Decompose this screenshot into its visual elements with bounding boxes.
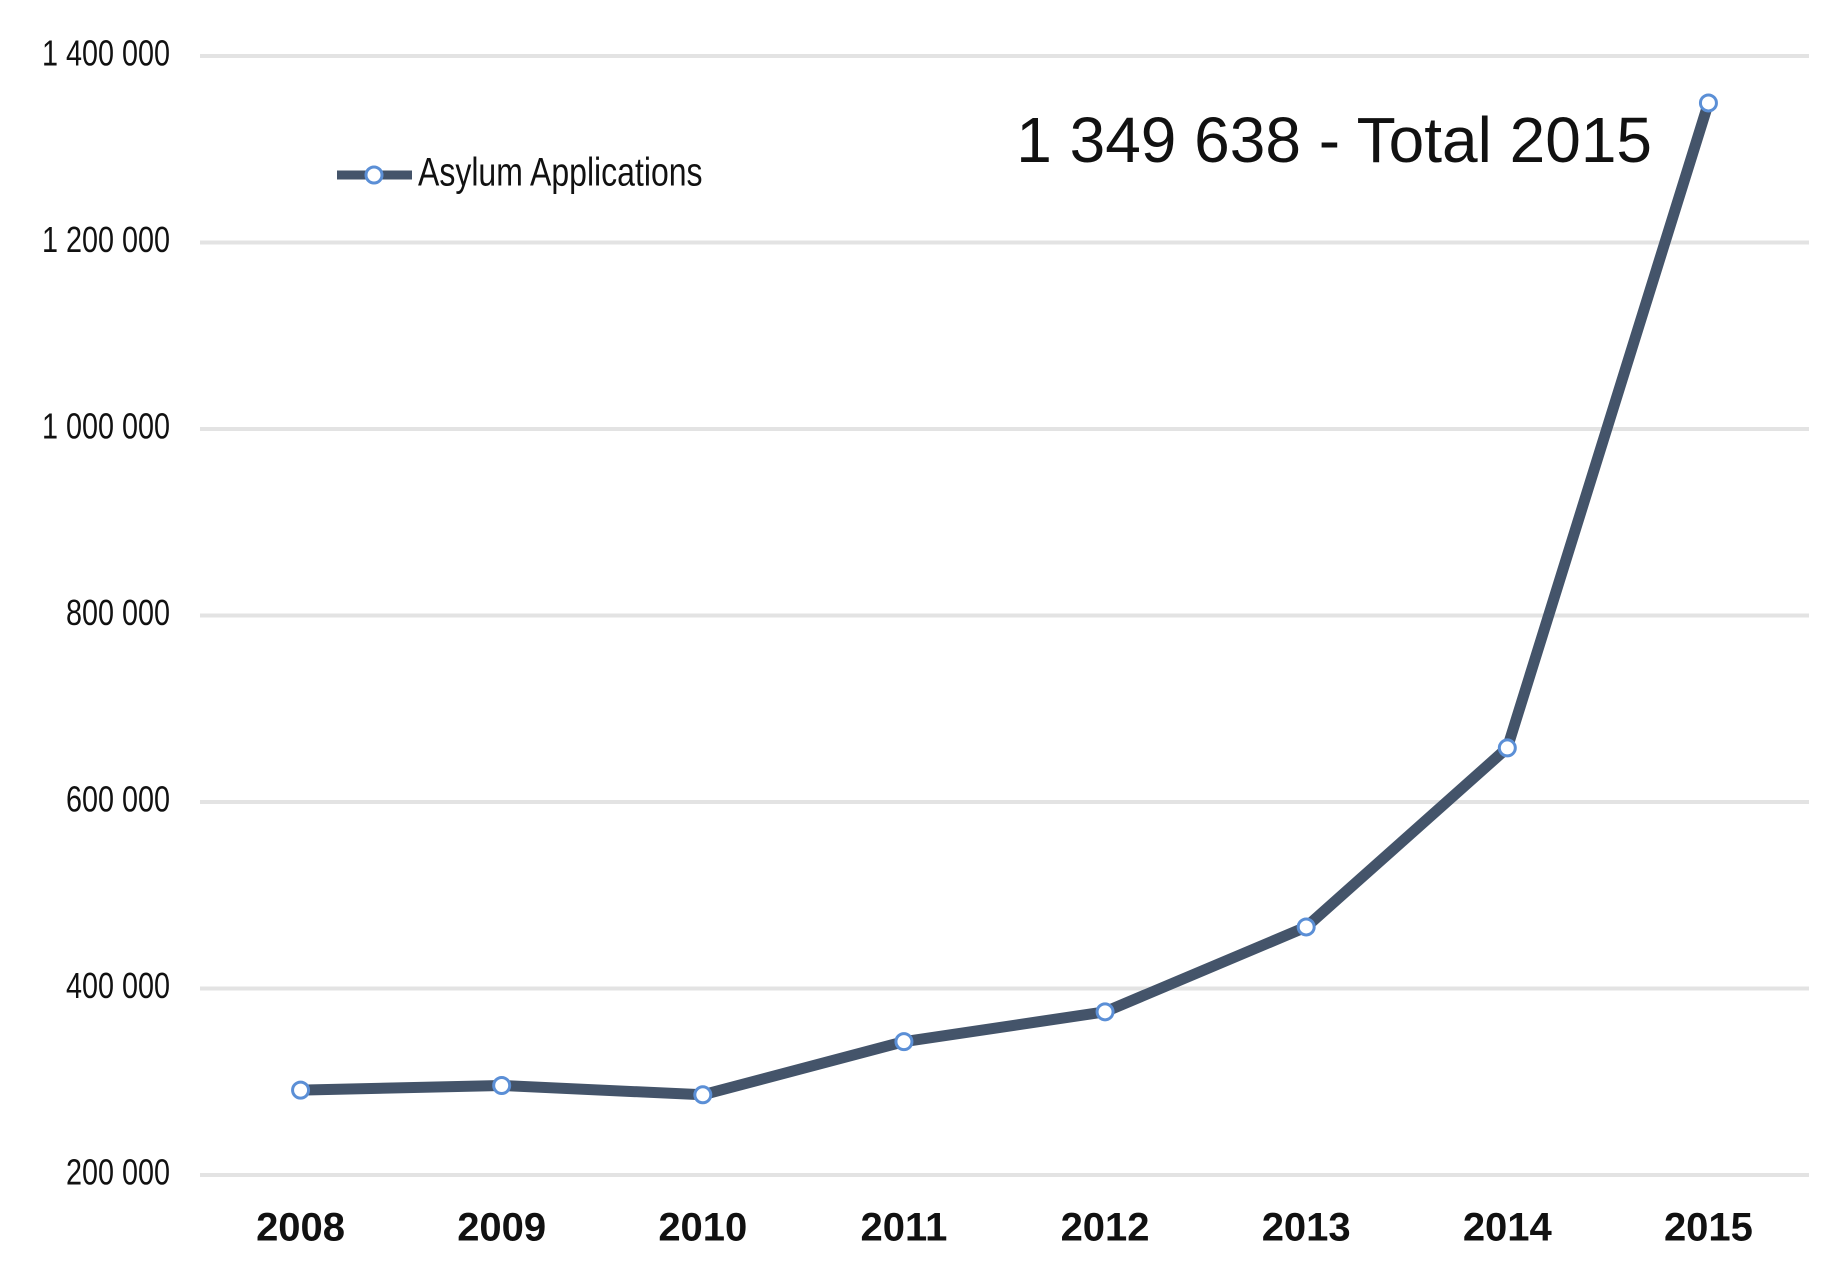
marker bbox=[1698, 93, 1718, 113]
x-tick-label: 2011 bbox=[861, 1206, 948, 1250]
marker bbox=[1095, 1002, 1115, 1022]
x-tick-label: 2015 bbox=[1664, 1206, 1753, 1250]
y-tick-label: 1 000 000 bbox=[42, 405, 170, 446]
marker bbox=[1296, 917, 1316, 937]
x-tick-label: 2014 bbox=[1463, 1206, 1553, 1250]
x-tick-label: 2013 bbox=[1262, 1206, 1351, 1250]
y-tick-label: 400 000 bbox=[66, 965, 170, 1006]
legend-label: Asylum Applications bbox=[418, 149, 703, 194]
marker bbox=[693, 1085, 713, 1105]
marker bbox=[291, 1080, 311, 1100]
marker bbox=[492, 1075, 512, 1095]
marker bbox=[894, 1032, 914, 1052]
x-tick-label: 2012 bbox=[1061, 1206, 1150, 1250]
annotation: 1 349 638 - Total 2015 bbox=[1016, 104, 1652, 176]
x-tick-label: 2010 bbox=[658, 1206, 747, 1250]
y-tick-label: 800 000 bbox=[66, 592, 170, 633]
y-tick-label: 600 000 bbox=[66, 778, 170, 819]
legend-marker bbox=[364, 165, 384, 185]
y-tick-label: 1 200 000 bbox=[42, 219, 170, 260]
y-tick-label: 200 000 bbox=[66, 1151, 170, 1192]
x-tick-label: 2008 bbox=[256, 1206, 345, 1250]
x-tick-label: 2009 bbox=[457, 1206, 546, 1250]
marker bbox=[1497, 738, 1517, 758]
y-tick-label: 1 400 000 bbox=[42, 32, 170, 73]
line bbox=[300, 101, 1714, 1101]
